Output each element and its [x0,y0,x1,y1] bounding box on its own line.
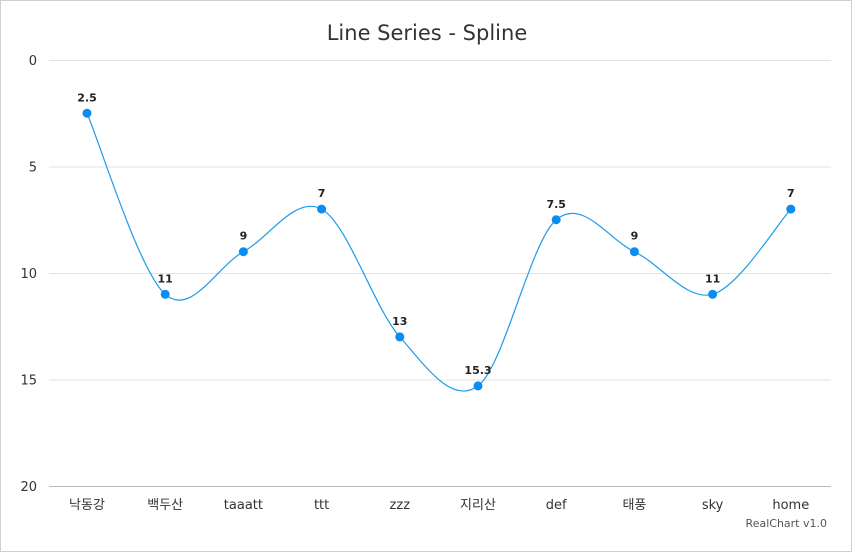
data-label: 7 [787,187,795,200]
x-tick-label: 지리산 [460,498,496,513]
x-tick-label: def [546,498,567,513]
y-tick-label: 5 [29,161,37,176]
x-tick-label: sky [702,498,724,513]
y-tick-label: 20 [20,480,37,495]
data-label: 11 [158,272,173,285]
data-point [160,289,170,299]
data-point [708,289,718,299]
x-tick-label: home [772,498,809,513]
x-tick-label: ttt [314,498,329,513]
y-tick-label: 10 [20,267,37,282]
data-label: 15.3 [464,364,491,377]
series-line [86,113,792,392]
y-tick-label: 0 [29,54,37,69]
data-label: 9 [631,230,639,243]
data-label: 9 [240,230,248,243]
data-label: 2.5 [77,91,97,104]
data-label: 11 [705,272,720,285]
data-point [238,247,248,257]
x-tick-label: zzz [390,498,411,513]
x-tick-label: 태풍 [622,498,646,513]
data-point [629,247,639,257]
y-tick-label: 15 [20,374,37,389]
data-point [317,204,327,214]
x-tick-label: taaatt [224,498,263,513]
x-tick-label: 백두산 [147,498,183,513]
x-tick-label: 낙동강 [69,498,105,513]
data-label: 13 [392,315,407,328]
data-label: 7.5 [546,198,566,211]
chart-credits: RealChart v1.0 [745,517,827,530]
data-point [395,332,405,342]
data-label: 7 [318,187,326,200]
data-point [551,215,561,225]
chart-title: Line Series - Spline [326,21,528,45]
data-point [786,204,796,214]
data-point [473,381,483,391]
data-point [82,108,92,118]
